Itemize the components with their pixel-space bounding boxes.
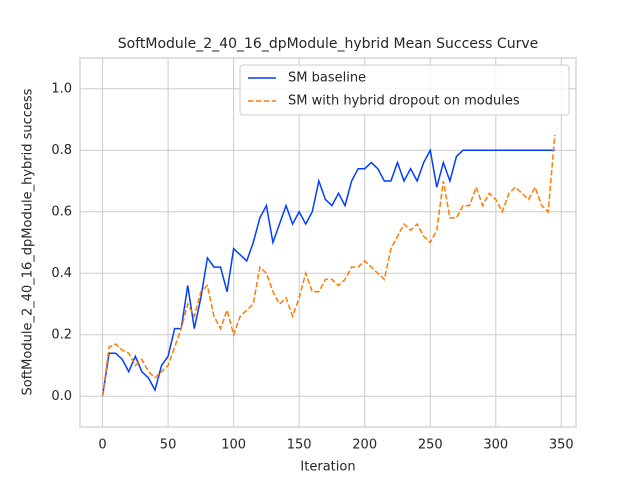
y-tick-label: 0.2: [51, 327, 72, 342]
x-tick-label: 0: [98, 438, 106, 453]
legend-box: [239, 64, 570, 116]
x-tick-label: 300: [483, 438, 508, 453]
x-axis-label: Iteration: [300, 460, 355, 475]
y-axis-label: SoftModule_2_40_16_dpModule_hybrid succe…: [21, 88, 36, 395]
x-tick-label: 100: [221, 438, 246, 453]
y-tick-label: 1.0: [51, 81, 72, 96]
x-tick-label: 50: [160, 438, 177, 453]
x-tick-label: 350: [549, 438, 574, 453]
x-tick-label: 150: [287, 438, 312, 453]
legend-label: SM with hybrid dropout on modules: [288, 94, 520, 109]
legend-label: SM baseline: [288, 71, 366, 86]
plot-frame: [79, 57, 577, 428]
series-line: [101, 147, 555, 397]
y-tick-label: 0.6: [51, 204, 72, 219]
x-tick-label: 250: [418, 438, 443, 453]
y-tick-label: 0.4: [51, 266, 72, 281]
y-tick-label: 0.8: [51, 143, 72, 158]
chart-title: SoftModule_2_40_16_dpModule_hybrid Mean …: [118, 36, 538, 52]
series-line: [101, 134, 556, 397]
y-tick-label: 0.0: [51, 389, 72, 404]
x-tick-label: 200: [352, 438, 377, 453]
